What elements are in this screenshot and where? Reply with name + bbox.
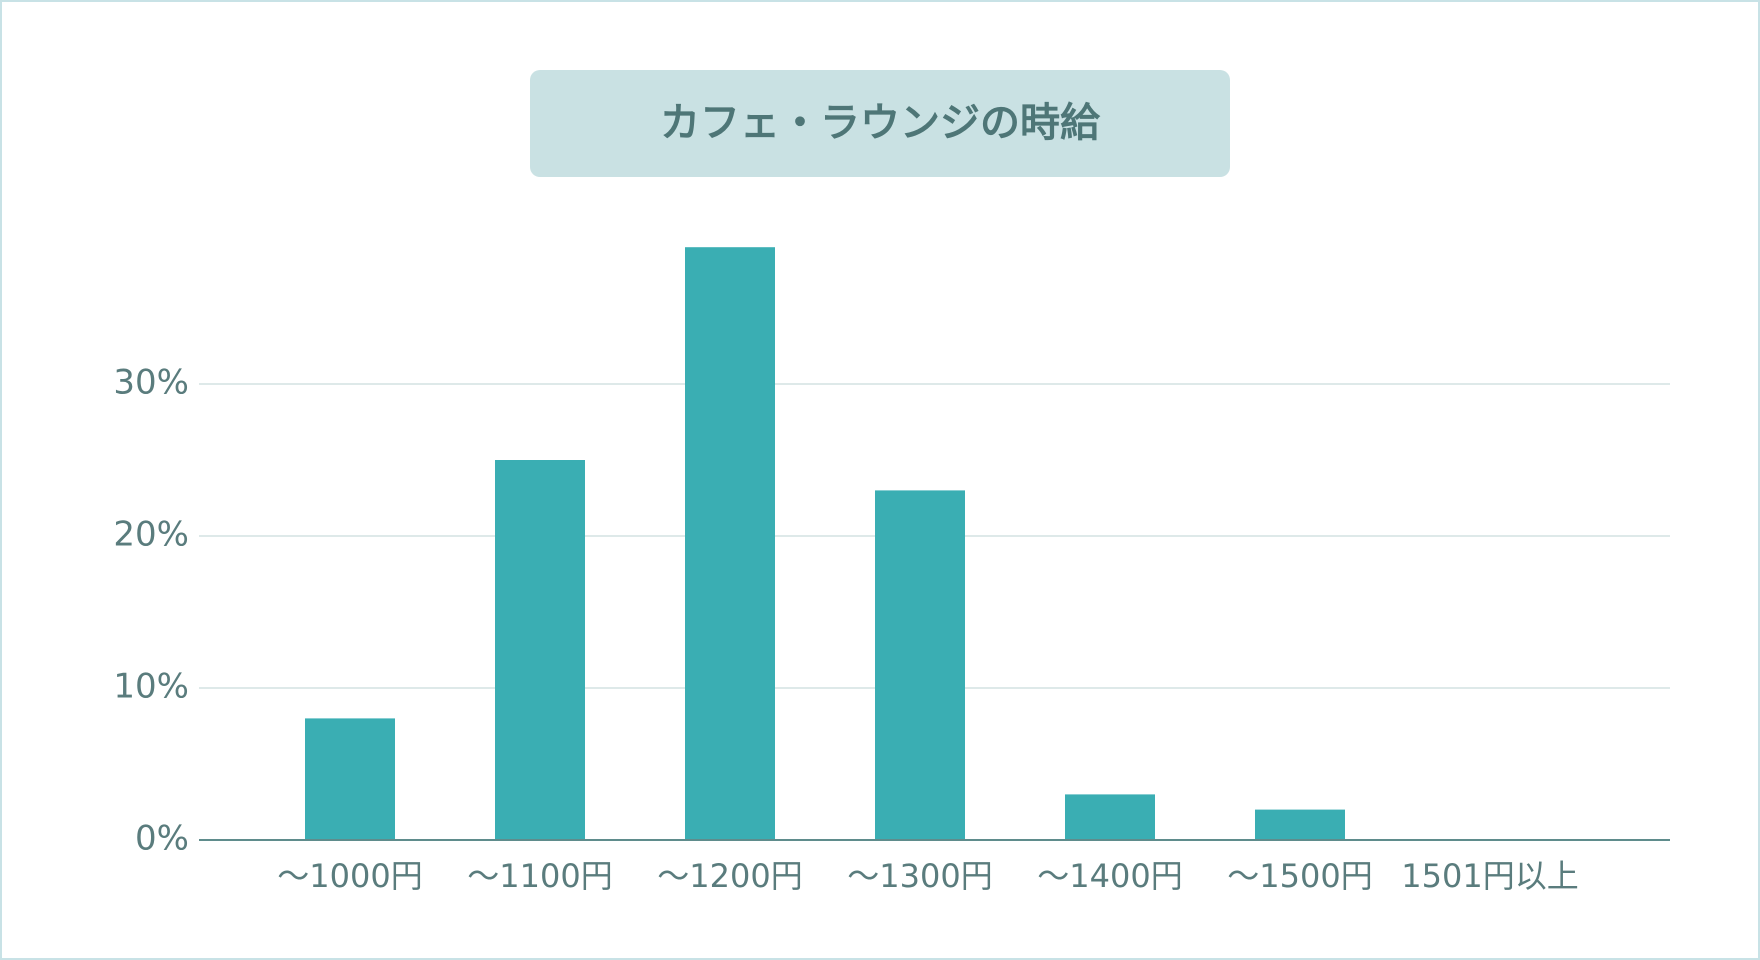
bar (875, 490, 965, 840)
chart-title: カフェ・ラウンジの時給 (660, 100, 1101, 146)
bar (1065, 794, 1155, 840)
bar (1255, 809, 1345, 840)
bar (305, 718, 395, 840)
bar (495, 460, 585, 840)
x-tick-label: 〜1200円 (657, 857, 802, 895)
x-tick-label: 〜1100円 (467, 857, 612, 895)
y-tick-label: 10% (113, 667, 189, 707)
y-tick-label: 0% (135, 819, 189, 859)
bar (685, 247, 775, 840)
x-tick-label: 〜1000円 (277, 857, 422, 895)
y-tick-label: 20% (113, 515, 189, 555)
x-tick-label: 1501円以上 (1401, 857, 1578, 895)
x-tick-label: 〜1500円 (1227, 857, 1372, 895)
title-box (530, 70, 1230, 177)
x-tick-label: 〜1400円 (1037, 857, 1182, 895)
y-tick-label: 30% (113, 363, 189, 403)
x-tick-label: 〜1300円 (847, 857, 992, 895)
